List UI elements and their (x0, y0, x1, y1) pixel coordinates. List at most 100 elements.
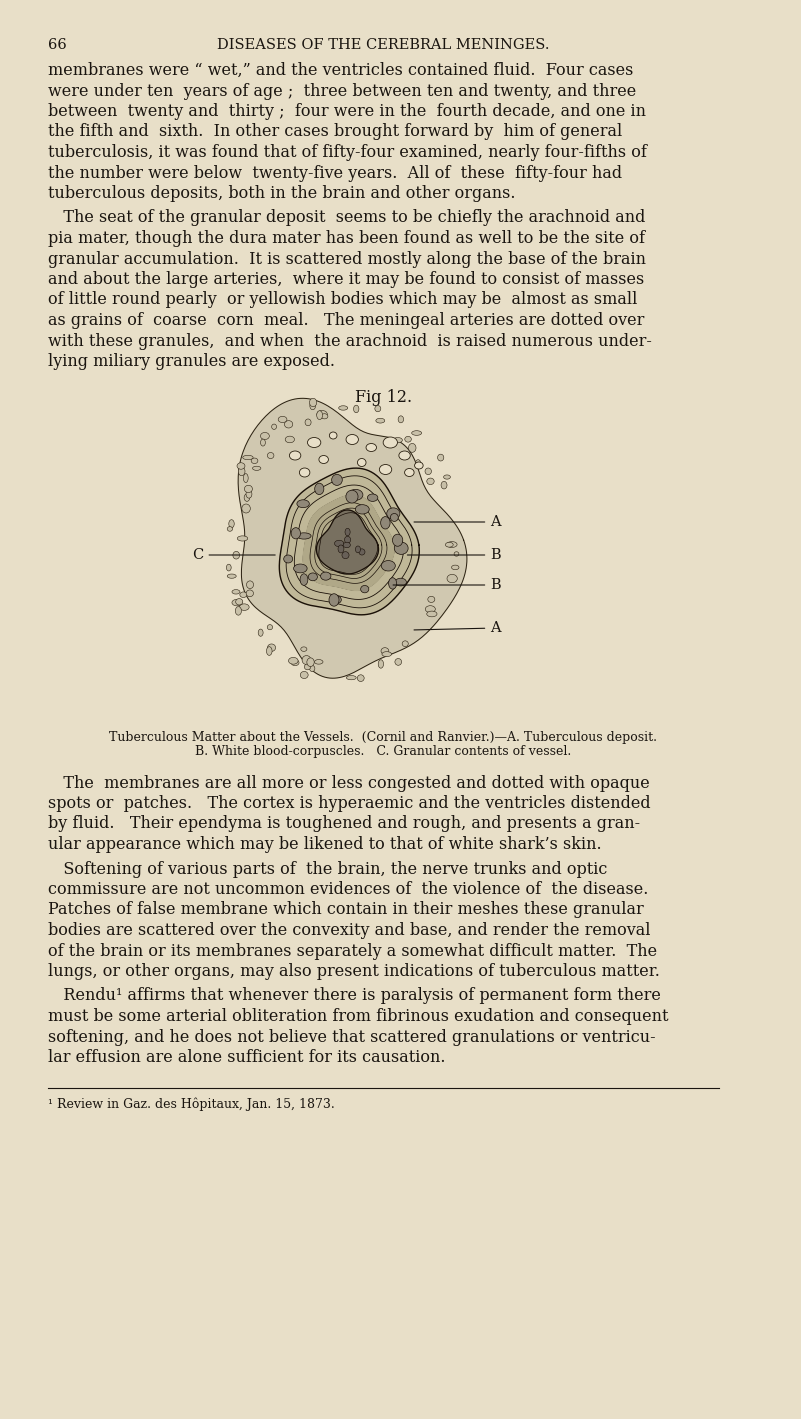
Ellipse shape (415, 463, 423, 470)
Text: with these granules,  and when  the arachnoid  is raised numerous under-: with these granules, and when the arachn… (47, 332, 651, 349)
Ellipse shape (368, 494, 378, 501)
Text: Patches of false membrane which contain in their meshes these granular: Patches of false membrane which contain … (47, 901, 643, 918)
Ellipse shape (427, 612, 437, 617)
Ellipse shape (229, 519, 234, 528)
Ellipse shape (284, 555, 292, 563)
Ellipse shape (315, 660, 323, 664)
Text: commissure are not uncommon evidences of  the violence of  the disease.: commissure are not uncommon evidences of… (47, 881, 648, 898)
Ellipse shape (260, 433, 269, 440)
Ellipse shape (307, 658, 314, 667)
Ellipse shape (359, 549, 365, 555)
Ellipse shape (301, 647, 307, 651)
Ellipse shape (267, 647, 272, 656)
Ellipse shape (252, 467, 261, 470)
Text: lar effusion are alone sufficient for its causation.: lar effusion are alone sufficient for it… (47, 1049, 445, 1066)
Text: A: A (414, 622, 501, 634)
Ellipse shape (244, 474, 248, 482)
Ellipse shape (302, 656, 311, 664)
Ellipse shape (339, 406, 348, 410)
Text: Fig 12.: Fig 12. (355, 389, 412, 406)
Ellipse shape (346, 675, 356, 680)
Ellipse shape (332, 474, 342, 485)
Ellipse shape (382, 651, 392, 657)
Text: A: A (414, 515, 501, 529)
Ellipse shape (319, 455, 328, 464)
Ellipse shape (244, 485, 252, 492)
Ellipse shape (425, 606, 436, 613)
Text: Rendu¹ affirms that whenever there is paralysis of permanent form there: Rendu¹ affirms that whenever there is pa… (47, 988, 661, 1005)
Ellipse shape (353, 406, 359, 413)
Ellipse shape (237, 536, 248, 541)
Ellipse shape (342, 552, 349, 559)
Ellipse shape (317, 410, 328, 419)
Ellipse shape (405, 468, 414, 477)
Ellipse shape (345, 528, 350, 536)
Ellipse shape (288, 657, 298, 664)
Text: must be some arterial obliteration from fibrinous exudation and consequent: must be some arterial obliteration from … (47, 1007, 668, 1025)
Ellipse shape (258, 629, 263, 636)
Ellipse shape (227, 565, 231, 570)
Text: tuberculous deposits, both in the brain and other organs.: tuberculous deposits, both in the brain … (47, 184, 515, 201)
Ellipse shape (308, 437, 321, 447)
Ellipse shape (357, 458, 366, 467)
Ellipse shape (356, 546, 360, 553)
Ellipse shape (227, 575, 236, 579)
Ellipse shape (394, 542, 409, 555)
Ellipse shape (300, 468, 310, 477)
Ellipse shape (300, 671, 308, 678)
Text: 66: 66 (47, 38, 66, 53)
Polygon shape (304, 495, 394, 590)
Ellipse shape (333, 596, 341, 603)
Ellipse shape (378, 660, 384, 668)
Ellipse shape (268, 644, 276, 651)
Text: and about the large arteries,  where it may be found to consist of masses: and about the large arteries, where it m… (47, 271, 644, 288)
Text: bodies are scattered over the convexity and base, and render the removal: bodies are scattered over the convexity … (47, 922, 650, 939)
Ellipse shape (285, 436, 295, 443)
Ellipse shape (387, 508, 400, 519)
Ellipse shape (278, 416, 287, 423)
Ellipse shape (316, 410, 323, 420)
Ellipse shape (284, 420, 292, 429)
Ellipse shape (447, 575, 457, 583)
Ellipse shape (237, 463, 245, 470)
Ellipse shape (272, 424, 276, 430)
Ellipse shape (399, 451, 410, 460)
Text: by fluid.   Their ependyma is toughened and rough, and presents a gran-: by fluid. Their ependyma is toughened an… (47, 816, 640, 833)
Ellipse shape (405, 437, 412, 443)
Ellipse shape (381, 647, 388, 654)
Ellipse shape (409, 443, 416, 453)
Ellipse shape (244, 494, 250, 501)
Ellipse shape (308, 573, 317, 580)
Ellipse shape (232, 599, 242, 606)
Ellipse shape (235, 599, 243, 604)
Text: pia mater, though the dura mater has been found as well to be the site of: pia mater, though the dura mater has bee… (47, 230, 645, 247)
Ellipse shape (239, 592, 247, 597)
Ellipse shape (376, 419, 384, 423)
Ellipse shape (268, 453, 274, 458)
Ellipse shape (437, 454, 444, 461)
Ellipse shape (335, 541, 344, 546)
Polygon shape (238, 399, 467, 678)
Ellipse shape (246, 490, 252, 498)
Ellipse shape (289, 451, 301, 460)
Text: Tuberculous Matter about the Vessels.  (Cornil and Ranvier.)—A. Tuberculous depo: Tuberculous Matter about the Vessels. (C… (109, 731, 657, 744)
Ellipse shape (239, 467, 245, 475)
Text: were under ten  years of age ;  three between ten and twenty, and three: were under ten years of age ; three betw… (47, 82, 636, 99)
Ellipse shape (380, 464, 392, 474)
Ellipse shape (348, 490, 363, 501)
Text: tuberculosis, it was found that of fifty-four examined, nearly four-fifths of: tuberculosis, it was found that of fifty… (47, 143, 646, 160)
Ellipse shape (252, 458, 258, 464)
Text: DISEASES OF THE CEREBRAL MENINGES.: DISEASES OF THE CEREBRAL MENINGES. (217, 38, 549, 53)
Ellipse shape (416, 460, 421, 468)
Polygon shape (280, 468, 419, 614)
Ellipse shape (452, 565, 459, 569)
Ellipse shape (243, 455, 253, 460)
Polygon shape (316, 509, 379, 575)
Ellipse shape (402, 641, 409, 647)
Text: lying miliary granules are exposed.: lying miliary granules are exposed. (47, 353, 335, 370)
Ellipse shape (329, 593, 339, 606)
Ellipse shape (454, 552, 459, 556)
Ellipse shape (388, 578, 396, 589)
Ellipse shape (398, 416, 404, 423)
Ellipse shape (344, 536, 351, 543)
